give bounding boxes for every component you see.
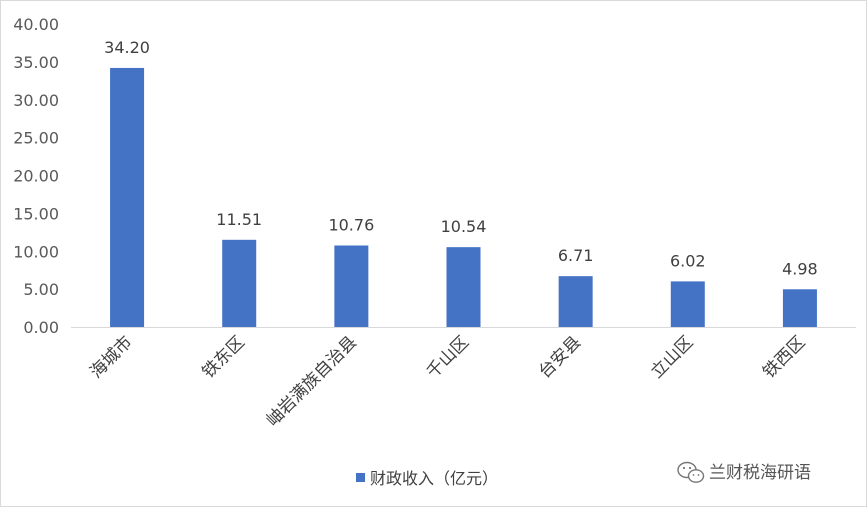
data-label: 34.20 <box>104 38 150 57</box>
bar <box>670 281 705 327</box>
y-tick-label: 40.00 <box>13 15 59 34</box>
bar <box>110 67 145 327</box>
y-tick-label: 25.00 <box>13 129 59 148</box>
y-tick-label: 10.00 <box>13 242 59 261</box>
bar <box>446 247 481 327</box>
category-label: 千山区 <box>423 332 473 382</box>
category-label: 台安县 <box>535 332 585 382</box>
category-label: 立山区 <box>647 332 697 382</box>
legend-swatch <box>356 473 365 482</box>
y-axis: 0.00 5.00 10.00 15.00 20.00 25.00 30.00 35.00 40… <box>13 15 59 337</box>
bars <box>110 67 817 327</box>
wechat-icon <box>677 461 705 483</box>
data-label: 6.02 <box>670 251 706 270</box>
category-label: 岫岩满族自治县 <box>263 332 361 430</box>
category-label: 海城市 <box>86 332 136 382</box>
legend: 财政收入（亿元） <box>356 469 498 488</box>
bar <box>558 276 593 327</box>
bar <box>334 245 369 327</box>
y-tick-label: 30.00 <box>13 91 59 110</box>
data-label: 10.54 <box>441 217 487 236</box>
data-label: 6.71 <box>558 246 594 265</box>
bar <box>222 239 257 327</box>
y-tick-label: 35.00 <box>13 53 59 72</box>
y-tick-label: 5.00 <box>23 280 59 299</box>
data-label: 11.51 <box>216 210 262 229</box>
watermark: 兰财税海研语 <box>677 461 811 483</box>
data-label: 4.98 <box>782 259 818 278</box>
data-labels: 34.20 11.51 10.76 10.54 6.71 6.02 4.98 <box>104 38 818 278</box>
y-tick-label: 20.00 <box>13 167 59 186</box>
watermark-text: 兰财税海研语 <box>709 463 811 483</box>
legend-label: 财政收入（亿元） <box>370 469 498 488</box>
y-tick-label: 0.00 <box>23 318 59 337</box>
category-label: 铁西区 <box>759 332 809 382</box>
category-labels: 海城市 铁东区 岫岩满族自治县 千山区 台安县 立山区 铁西区 <box>86 332 809 430</box>
bar <box>782 289 817 327</box>
y-tick-label: 15.00 <box>13 204 59 223</box>
data-label: 10.76 <box>328 215 374 234</box>
category-label: 铁东区 <box>199 332 249 382</box>
